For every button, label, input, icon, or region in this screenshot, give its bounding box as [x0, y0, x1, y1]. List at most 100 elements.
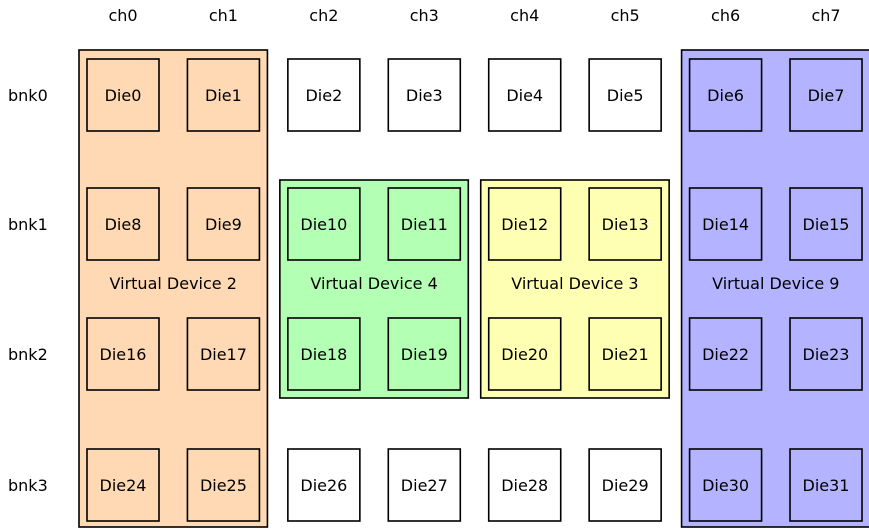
die-box — [688, 448, 763, 522]
die-box — [186, 58, 261, 132]
die-cell: Die0 — [86, 58, 160, 132]
die-box — [588, 448, 662, 522]
die-cell: Die20 — [487, 317, 562, 391]
die-box — [186, 448, 261, 522]
die-box — [487, 187, 562, 261]
die-box — [86, 448, 160, 522]
die-cell: Die14 — [688, 187, 763, 261]
die-box — [688, 187, 763, 261]
die-cell: Die29 — [588, 448, 662, 522]
virtual-device-label: Virtual Device 9 — [712, 274, 839, 293]
die-label: Die0 — [105, 86, 142, 105]
channel-label: ch5 — [611, 6, 640, 25]
die-box — [387, 187, 462, 261]
die-label: Die3 — [406, 86, 443, 105]
die-label: Die25 — [200, 476, 247, 495]
die-label: Die27 — [401, 476, 448, 495]
die-box — [789, 58, 863, 132]
die-cell: Die19 — [387, 317, 462, 391]
die-label: Die28 — [501, 476, 548, 495]
die-cell: Die22 — [688, 317, 763, 391]
channel-label: ch2 — [309, 6, 338, 25]
die-label: Die16 — [100, 345, 147, 364]
die-label: Die9 — [205, 215, 242, 234]
bank-label: bnk3 — [8, 476, 48, 495]
die-box — [86, 317, 160, 391]
die-box — [186, 317, 261, 391]
die-label: Die22 — [702, 345, 749, 364]
die-label: Die18 — [300, 345, 347, 364]
virtual-device-label: Virtual Device 3 — [511, 274, 638, 293]
die-cell: Die25 — [186, 448, 261, 522]
die-label: Die6 — [707, 86, 744, 105]
die-cell: Die23 — [789, 317, 863, 391]
axis-labels: ch0 ch1 ch2 ch3 ch4 ch5 ch6 ch7 bnk0 bnk1 bnk2 bnk3 — [8, 6, 841, 495]
die-label: Die29 — [602, 476, 649, 495]
die-box — [588, 317, 662, 391]
die-cell: Die30 — [688, 448, 763, 522]
die-label: Die19 — [401, 345, 448, 364]
die-label: Die17 — [200, 345, 247, 364]
die-cell: Die31 — [789, 448, 863, 522]
die-label: Die2 — [305, 86, 342, 105]
die-cell: Die3 — [387, 58, 462, 132]
die-label: Die20 — [501, 345, 548, 364]
die-box — [688, 317, 763, 391]
die-cell: Die8 — [86, 187, 160, 261]
die-label: Die11 — [401, 215, 448, 234]
die-box — [287, 448, 361, 522]
die-label: Die23 — [803, 345, 850, 364]
die-cell: Die1 — [186, 58, 261, 132]
die-box — [287, 58, 361, 132]
die-cell: Die28 — [487, 448, 562, 522]
die-box — [487, 317, 562, 391]
die-box — [789, 448, 863, 522]
die-box — [688, 58, 763, 132]
virtual-device-label: Virtual Device 2 — [110, 274, 237, 293]
die-box — [588, 58, 662, 132]
die-label: Die14 — [702, 215, 749, 234]
die-label: Die7 — [808, 86, 845, 105]
die-label: Die4 — [506, 86, 543, 105]
die-cell: Die4 — [487, 58, 562, 132]
die-box — [387, 448, 462, 522]
die-box — [287, 317, 361, 391]
die-box — [387, 317, 462, 391]
die-cell: Die6 — [688, 58, 763, 132]
die-cell: Die26 — [287, 448, 361, 522]
die-cell: Die17 — [186, 317, 261, 391]
die-label: Die10 — [300, 215, 347, 234]
die-box — [588, 187, 662, 261]
die-grid: Die0 Die1 Die2 Die3 Die4 Die5 Die6 Die7 Die8 Die9… — [86, 58, 863, 522]
bank-label: bnk0 — [8, 86, 48, 105]
die-cell: Die27 — [387, 448, 462, 522]
die-label: Die21 — [602, 345, 649, 364]
die-label: Die5 — [607, 86, 644, 105]
die-cell: Die7 — [789, 58, 863, 132]
channel-label: ch4 — [510, 6, 539, 25]
die-cell: Die10 — [287, 187, 361, 261]
channel-label: ch1 — [209, 6, 238, 25]
channel-label: ch3 — [410, 6, 439, 25]
die-label: Die30 — [702, 476, 749, 495]
die-box — [387, 58, 462, 132]
die-label: Die24 — [100, 476, 147, 495]
die-label: Die15 — [803, 215, 850, 234]
die-cell: Die13 — [588, 187, 662, 261]
die-label: Die31 — [803, 476, 850, 495]
channel-label: ch6 — [711, 6, 740, 25]
die-cell: Die16 — [86, 317, 160, 391]
die-cell: Die21 — [588, 317, 662, 391]
die-box — [86, 58, 160, 132]
die-box — [487, 58, 562, 132]
die-cell: Die9 — [186, 187, 261, 261]
die-label: Die8 — [105, 215, 142, 234]
die-box — [487, 448, 562, 522]
die-cell: Die12 — [487, 187, 562, 261]
die-cell: Die5 — [588, 58, 662, 132]
die-box — [287, 187, 361, 261]
die-cell: Die18 — [287, 317, 361, 391]
bank-label: bnk1 — [8, 215, 48, 234]
virtual-device-label: Virtual Device 4 — [310, 274, 437, 293]
